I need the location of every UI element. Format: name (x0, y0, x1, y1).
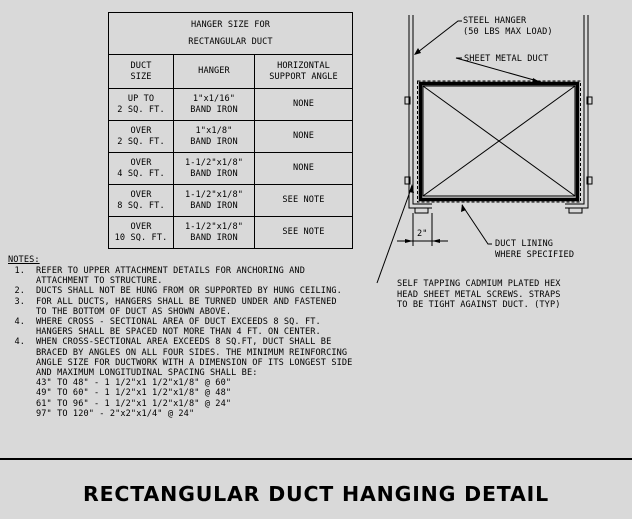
steel-hanger-label: STEEL HANGER (50 LBS MAX LOAD) (463, 16, 553, 37)
note-item: 2. DUCTS SHALL NOT BE HUNG FROM OR SUPPOR… (14, 286, 342, 297)
duct-lining-label: DUCT LINING WHERE SPECIFIED (495, 239, 575, 260)
support-angle-cell: SEE NOTE (254, 216, 353, 249)
spacing-item: 61" TO 96" - 1 1/2"x1 1/2"x1/8" @ 24" (36, 398, 232, 409)
duct-hanger-drawing (376, 15, 593, 284)
duct-size-cell: OVER 10 SQ. FT. (108, 216, 174, 249)
note-item: 4. WHERE CROSS - SECTIONAL AREA OF DUCT E… (14, 317, 321, 338)
sheet-metal-duct-wall (418, 81, 580, 202)
dimension-arrow (432, 239, 440, 243)
leader-arrow (461, 204, 466, 212)
spacing-item: 43" TO 48" - 1 1/2"x1 1/2"x1/8" @ 60" (36, 378, 232, 389)
drawing-title: RECTANGULAR DUCT HANGING DETAIL (83, 482, 549, 506)
hanger-cell: 1"x1/16" BAND IRON (173, 88, 255, 121)
hanger-size-table: HANGER SIZE FOR RECTANGULAR DUCT DUCT SIZ… (108, 12, 353, 249)
strap-fastener (414, 207, 429, 214)
hanger-cell: 1"x1/8" BAND IRON (173, 120, 255, 153)
screw-head (586, 96, 593, 105)
screw-head (404, 96, 411, 105)
screw-head (586, 176, 593, 185)
screw-head (404, 176, 411, 185)
duct-lining-leader (461, 204, 492, 245)
note-item: 3. FOR ALL DUCTS, HANGERS SHALL BE TURNED… (14, 296, 337, 317)
hanger-cell: 1-1/2"x1/8" BAND IRON (173, 184, 255, 217)
duct-interior (422, 85, 576, 197)
hanger-cell: 1-1/2"x1/8" BAND IRON (173, 152, 255, 185)
table-title-row: HANGER SIZE FOR RECTANGULAR DUCT (108, 12, 353, 55)
table-row: OVER 10 SQ. FT. 1-1/2"x1/8" BAND IRON SEE … (108, 216, 353, 249)
leader-arrow (409, 184, 414, 193)
leader-arrow (532, 78, 540, 84)
note-item: 4. WHEN CROSS-SECTIONAL AREA EXCEEDS 8 SQ… (14, 337, 353, 379)
table-row: OVER 2 SQ. FT. 1"x1/8" BAND IRON NONE (108, 120, 353, 153)
steel-hanger-leader (417, 20, 462, 53)
table-header-row: DUCT SIZE HANGER HORIZONTAL SUPPORT ANGLE (108, 54, 353, 89)
header-support-angle: HORIZONTAL SUPPORT ANGLE (254, 54, 353, 89)
duct-diagonal (422, 85, 576, 197)
title-divider (0, 458, 632, 460)
strap-fastener (568, 207, 583, 214)
header-hanger: HANGER (173, 54, 255, 89)
sheet-metal-duct-label: SHEET METAL DUCT (464, 54, 549, 64)
table-row: OVER 4 SQ. FT. 1-1/2"x1/8" BAND IRON NONE (108, 152, 353, 185)
notes-title: NOTES: (8, 255, 40, 265)
spacing-item: 97" TO 120" - 2"x2"x1/4" @ 24" (36, 408, 195, 419)
duct-size-cell: OVER 2 SQ. FT. (108, 120, 174, 153)
leader-arrow (414, 48, 421, 55)
dimension-arrow (405, 239, 413, 243)
table-title: HANGER SIZE FOR RECTANGULAR DUCT (108, 12, 353, 55)
duct-size-cell: UP TO 2 SQ. FT. (108, 88, 174, 121)
note-item: 1. REFER TO UPPER ATTACHMENT DETAILS FOR … (14, 266, 305, 287)
spacing-item: 49" TO 60" - 1 1/2"x1 1/2"x1/8" @ 48" (36, 388, 232, 399)
hanger-cell: 1-1/2"x1/8" BAND IRON (173, 216, 255, 249)
notes-section: NOTES: 1. REFER TO UPPER ATTACHMENT DETAI… (8, 255, 383, 419)
dimension-label: 2" (417, 229, 428, 239)
screw-leader (376, 185, 413, 284)
duct-lining-outline (417, 80, 581, 203)
right-hanger-strap-inner (565, 15, 585, 205)
screws-label: SELF TAPPING CADMIUM PLATED HEX HEAD SHE… (397, 279, 561, 310)
left-hanger-strap-inner (412, 15, 432, 205)
sheet-metal-duct-leader (455, 57, 542, 83)
